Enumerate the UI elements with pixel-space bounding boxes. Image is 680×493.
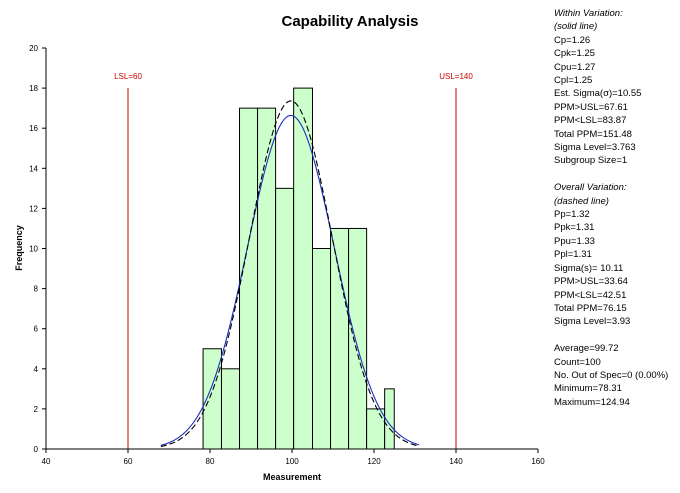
y-tick-label: 20 <box>29 44 38 53</box>
y-axis-label: Frequency <box>14 225 24 271</box>
plot-area: LSL=60 USL=140 0 2 4 6 8 10 12 14 16 18 20 40 60 80 100 1… <box>29 44 545 466</box>
x-tick-label: 120 <box>367 457 381 466</box>
stat-subgroup-size: Subgroup Size=1 <box>554 155 628 167</box>
histogram-bar-4 <box>257 107 277 450</box>
stat-est-sigma: Est. Sigma(σ)=10.55 <box>554 88 642 100</box>
stat-sigma-s: Sigma(s)= 10.11 <box>554 262 624 274</box>
y-tick-label: 10 <box>29 245 38 254</box>
stat-cp: Cp=1.26 <box>554 34 591 46</box>
y-tick-label: 6 <box>34 325 39 334</box>
within-variation-heading: Within Variation: <box>554 8 623 19</box>
stat-minimum: Minimum=78.31 <box>554 383 622 395</box>
stat-overall-sigma-level: Sigma Level=3.93 <box>554 316 631 328</box>
y-tick-label: 14 <box>29 164 38 173</box>
overall-variation-subheading: (dashed line) <box>554 195 609 207</box>
histogram-bar-7 <box>312 248 332 450</box>
x-tick-label: 40 <box>42 457 51 466</box>
statistics-panel: Within Variation: (solid line) Cp=1.26 C… <box>554 7 678 409</box>
normal-curve-dashed <box>160 100 420 447</box>
x-tick-label: 140 <box>449 457 463 466</box>
summary-section: Average=99.72 Count=100 No. Out of Spec=… <box>554 342 678 409</box>
histogram-bar-8 <box>330 227 350 450</box>
x-tick-label: 80 <box>206 457 215 466</box>
stat-count: Count=100 <box>554 356 601 368</box>
histogram-bar-1 <box>202 348 222 450</box>
histogram-bar-3 <box>239 107 259 450</box>
x-axis-label: Measurement <box>263 472 321 482</box>
y-tick-label: 0 <box>34 445 39 454</box>
stat-ppu: Ppu=1.33 <box>554 235 595 247</box>
stat-within-total-ppm: Total PPM=151.48 <box>554 128 632 140</box>
stat-overall-ppm-above-usl: PPM>USL=33.64 <box>554 276 628 288</box>
spec-limit-label-1: LSL=60 <box>114 72 142 81</box>
within-variation-section: Within Variation: (solid line) Cp=1.26 C… <box>554 7 678 168</box>
stat-out-of-spec: No. Out of Spec=0 (0.00%) <box>554 369 669 381</box>
chart-title: Capability Analysis <box>282 13 419 30</box>
y-tick-label: 18 <box>29 84 38 93</box>
y-tick-label: 12 <box>29 204 38 213</box>
histogram-bar-10 <box>366 408 386 450</box>
histogram-bar-5 <box>275 187 295 450</box>
within-variation-subheading: (solid line) <box>554 21 598 33</box>
normal-curve-solid <box>160 114 420 446</box>
stat-overall-total-ppm: Total PPM=76.15 <box>554 302 627 314</box>
overall-variation-heading: Overall Variation: <box>554 182 627 194</box>
stat-ppk: Ppk=1.31 <box>554 222 595 234</box>
stat-cpu: Cpu=1.27 <box>554 61 596 73</box>
stat-overall-ppm-below-lsl: PPM<LSL=42.51 <box>554 289 627 301</box>
stat-maximum: Maximum=124.94 <box>554 396 630 408</box>
y-tick-label: 16 <box>29 124 38 133</box>
stat-ppl: Ppl=1.31 <box>554 249 592 261</box>
stat-average: Average=99.72 <box>554 343 619 355</box>
histogram-bar-9 <box>348 227 368 450</box>
stat-pp: Pp=1.32 <box>554 209 590 221</box>
stat-within-ppm-above-usl: PPM>USL=67.61 <box>554 101 628 113</box>
y-tick-label: 4 <box>34 365 39 374</box>
x-tick-label: 100 <box>285 457 299 466</box>
histogram-bar-6 <box>293 87 314 450</box>
y-tick-label: 2 <box>34 405 39 414</box>
overall-variation-section: Overall Variation: (dashed line) Pp=1.32… <box>554 181 678 328</box>
stat-within-sigma-level: Sigma Level=3.763 <box>554 142 636 154</box>
x-tick-label: 160 <box>531 457 545 466</box>
histogram-bar-2 <box>220 368 241 450</box>
y-tick-label: 8 <box>34 285 39 294</box>
stat-cpl: Cpl=1.25 <box>554 75 593 87</box>
stat-within-ppm-below-lsl: PPM<LSL=83.87 <box>554 115 627 127</box>
stat-cpk: Cpk=1.25 <box>554 48 595 60</box>
spec-limit-label-2: USL=140 <box>439 72 473 81</box>
x-tick-label: 60 <box>124 457 133 466</box>
